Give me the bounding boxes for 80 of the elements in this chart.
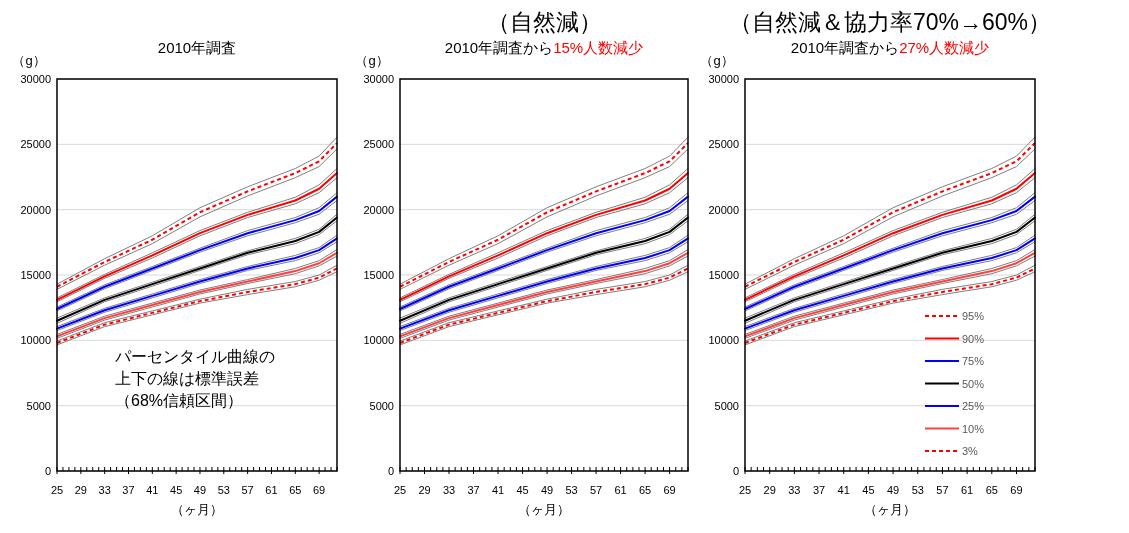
y-tick-label: 10000 bbox=[363, 334, 394, 347]
x-tick-label: 25 bbox=[738, 484, 752, 496]
x-tick-label: 33 bbox=[98, 484, 111, 496]
x-tick-label: 69 bbox=[313, 484, 326, 496]
x-tick-label: 29 bbox=[74, 484, 87, 496]
y-tick-label: 10000 bbox=[708, 334, 739, 347]
x-tick-label: 61 bbox=[614, 484, 627, 496]
x-tick-label: 45 bbox=[516, 484, 529, 496]
y-tick-label: 15000 bbox=[363, 269, 394, 281]
y-tick-label: 20000 bbox=[708, 203, 739, 216]
x-axis-title: （ヶ月） bbox=[518, 502, 570, 517]
annotation: 上下の線は標準誤差 bbox=[115, 370, 259, 387]
legend-label: 90% bbox=[962, 332, 985, 345]
y-axis-title: （g） bbox=[355, 53, 389, 68]
x-tick-label: 53 bbox=[565, 484, 578, 496]
x-tick-label: 41 bbox=[491, 484, 505, 496]
y-tick-label: 25000 bbox=[20, 138, 51, 151]
x-tick-label: 69 bbox=[1010, 484, 1023, 496]
x-tick-label: 25 bbox=[50, 484, 64, 496]
text: 15%人数減少 bbox=[553, 39, 644, 56]
x-axis-title: （ヶ月） bbox=[864, 502, 916, 517]
x-tick-label: 57 bbox=[241, 484, 254, 496]
y-tick-label: 5000 bbox=[369, 399, 394, 412]
y-axis-title: （g） bbox=[12, 53, 46, 68]
chart-title: （自然減） bbox=[486, 9, 602, 35]
annotation: （68%信頼区間） bbox=[115, 392, 244, 409]
chart-title: 2010年調査 bbox=[157, 39, 237, 56]
text: 2010年調査から bbox=[790, 39, 900, 56]
x-tick-label: 33 bbox=[788, 484, 801, 496]
y-tick-label: 30000 bbox=[363, 73, 394, 85]
y-tick-label: 0 bbox=[387, 465, 394, 477]
x-tick-label: 69 bbox=[663, 484, 676, 496]
x-tick-label: 65 bbox=[985, 484, 998, 496]
y-axis-title: （g） bbox=[700, 53, 734, 68]
x-tick-label: 61 bbox=[961, 484, 974, 496]
y-tick-label: 20000 bbox=[363, 203, 394, 216]
y-tick-label: 25000 bbox=[708, 138, 739, 151]
x-tick-label: 45 bbox=[170, 484, 183, 496]
y-tick-label: 5000 bbox=[714, 399, 739, 412]
x-tick-label: 37 bbox=[812, 484, 826, 496]
annotation: パーセンタイル曲線の bbox=[114, 348, 275, 365]
x-tick-label: 49 bbox=[540, 484, 554, 496]
legend-label: 75% bbox=[962, 355, 985, 367]
x-tick-label: 41 bbox=[146, 484, 159, 496]
x-tick-label: 65 bbox=[638, 484, 652, 496]
y-tick-label: 5000 bbox=[26, 399, 51, 412]
x-axis-title: （ヶ月） bbox=[171, 502, 223, 517]
x-tick-label: 53 bbox=[217, 484, 230, 496]
x-tick-label: 37 bbox=[467, 484, 480, 496]
y-tick-label: 30000 bbox=[708, 73, 739, 85]
y-tick-label: 0 bbox=[732, 465, 739, 477]
x-tick-label: 33 bbox=[442, 484, 456, 496]
x-tick-label: 29 bbox=[763, 484, 776, 496]
chart-title: （自然減＆協力率70%→60%） bbox=[728, 9, 1052, 35]
legend-label: 50% bbox=[962, 377, 985, 390]
x-tick-label: 49 bbox=[193, 484, 207, 496]
x-tick-label: 53 bbox=[911, 484, 924, 496]
x-tick-label: 37 bbox=[122, 484, 135, 496]
y-tick-label: 30000 bbox=[20, 73, 51, 85]
x-tick-label: 61 bbox=[265, 484, 278, 496]
y-tick-label: 20000 bbox=[20, 203, 51, 216]
x-tick-label: 29 bbox=[418, 484, 431, 496]
text: 27%人数減少 bbox=[899, 39, 990, 56]
y-tick-label: 10000 bbox=[20, 334, 51, 347]
y-tick-label: 0 bbox=[44, 465, 51, 477]
x-tick-label: 49 bbox=[886, 484, 900, 496]
legend-label: 10% bbox=[962, 422, 985, 435]
legend-label: 25% bbox=[962, 400, 985, 412]
x-tick-label: 57 bbox=[589, 484, 603, 496]
text: 2010年調査から bbox=[444, 39, 554, 56]
y-tick-label: 25000 bbox=[363, 138, 394, 151]
legend-label: 3% bbox=[962, 445, 979, 457]
x-tick-label: 41 bbox=[837, 484, 850, 496]
x-tick-label: 65 bbox=[289, 484, 302, 496]
x-tick-label: 25 bbox=[393, 484, 407, 496]
x-tick-label: 45 bbox=[862, 484, 875, 496]
legend-label: 95% bbox=[962, 310, 985, 322]
y-tick-label: 15000 bbox=[708, 269, 739, 281]
y-tick-label: 15000 bbox=[20, 269, 51, 281]
x-tick-label: 57 bbox=[936, 484, 949, 496]
